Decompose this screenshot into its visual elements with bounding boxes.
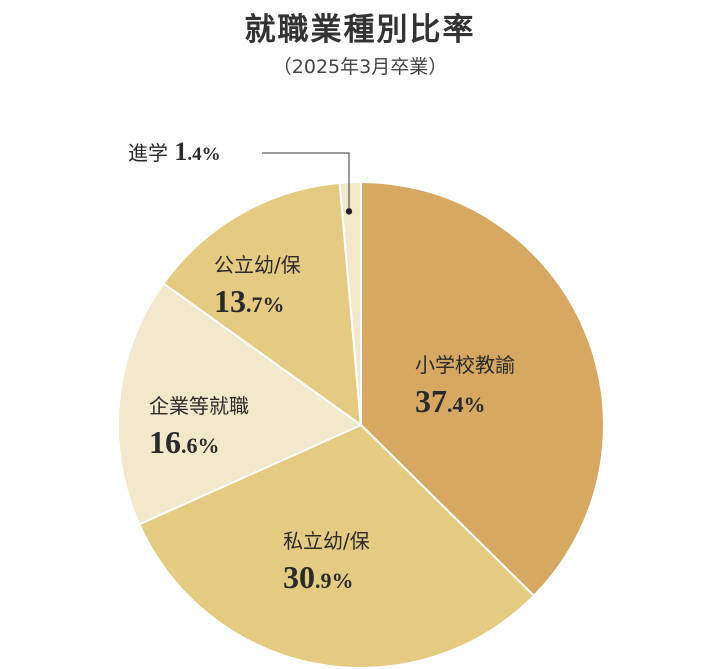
svg-text:進学 1.4%: 進学 1.4%: [128, 137, 221, 166]
pie-slice-shingaku: [338, 180, 362, 426]
chart-subtitle: （2025年3月卒業）: [272, 56, 448, 78]
slice-label-shiritsu-youho: 私立幼/保 30.9%: [283, 529, 370, 595]
pie-slice-kouritsu-youho: [162, 181, 363, 428]
slice-name: 企業等就職: [149, 394, 249, 418]
svg-text:30.9%: 30.9%: [283, 559, 354, 595]
chart-title: 就職業種別比率: [244, 12, 476, 48]
slice-value: 13: [214, 283, 246, 319]
slice-label-kigyou: 企業等就職 16.6%: [149, 394, 249, 460]
svg-text:37.4%: 37.4%: [415, 383, 486, 419]
slice-value-decimal: .7%: [246, 292, 285, 317]
slice-value-decimal: .4%: [187, 144, 220, 165]
slice-value: 16: [149, 424, 181, 460]
leader-dot: [345, 208, 353, 215]
pie-slice-kigyou: [117, 282, 363, 526]
slice-value-decimal: .9%: [315, 568, 354, 593]
slice-name: 公立幼/保: [214, 253, 301, 277]
svg-text:16.6%: 16.6%: [149, 424, 220, 460]
slice-name: 小学校教諭: [415, 353, 515, 377]
slice-value: 37: [415, 383, 447, 419]
slice-name: 私立幼/保: [283, 529, 370, 553]
pie-slice-shiritsu-youho: [137, 423, 536, 669]
slice-label-shingaku: 進学 1.4%: [128, 137, 221, 166]
slice-label-shougakkou: 小学校教諭 37.4%: [415, 353, 515, 419]
slice-value-decimal: .4%: [447, 392, 486, 417]
svg-text:13.7%: 13.7%: [214, 283, 285, 319]
slice-value: 30: [283, 559, 315, 595]
leader-line: [262, 152, 350, 212]
slice-label-kouritsu-youho: 公立幼/保 13.7%: [214, 253, 301, 319]
slice-value: 1: [174, 137, 187, 166]
pie-slice-shougakkou: [360, 180, 605, 598]
slice-value-decimal: .6%: [181, 433, 220, 458]
slice-name: 進学: [128, 141, 174, 165]
